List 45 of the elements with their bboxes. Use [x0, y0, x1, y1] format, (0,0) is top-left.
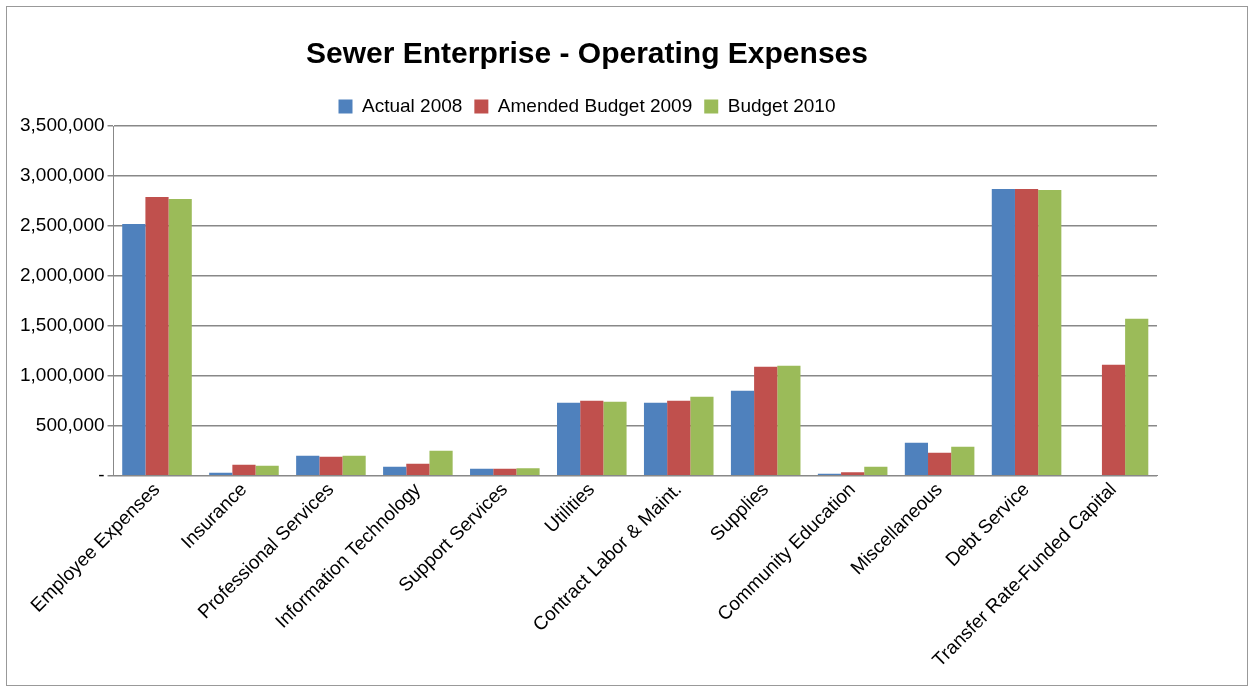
- y-tick-label: 2,500,000: [19, 214, 105, 236]
- bar: [406, 463, 430, 475]
- bar: [580, 400, 604, 475]
- bar: [754, 366, 778, 475]
- bar: [643, 402, 668, 475]
- bar: [1101, 364, 1126, 475]
- bar: [470, 468, 494, 475]
- bar: [493, 468, 517, 475]
- bar: [864, 466, 888, 475]
- bar: [516, 468, 540, 475]
- bar: [690, 396, 714, 475]
- bar: [255, 465, 279, 475]
- bar: [777, 365, 801, 475]
- bar: [145, 196, 169, 475]
- bar: [603, 401, 627, 475]
- bar: [383, 466, 407, 475]
- bar: [296, 455, 320, 475]
- chart-title: Sewer Enterprise - Operating Expenses: [306, 36, 868, 70]
- legend-label: Actual 2008: [362, 94, 463, 116]
- y-tick-label: 3,000,000: [19, 164, 105, 186]
- y-tick-label: 500,000: [35, 413, 105, 435]
- bar: [1038, 189, 1062, 475]
- bar: [841, 472, 865, 475]
- bar: [429, 450, 453, 475]
- bar: [557, 402, 581, 475]
- legend-label: Amended Budget 2009: [497, 94, 693, 116]
- bar: [122, 223, 146, 475]
- bar: [1125, 318, 1149, 475]
- bar: [928, 452, 952, 475]
- y-tick-label: 2,000,000: [19, 264, 105, 286]
- bar: [951, 446, 975, 475]
- y-tick-label: 1,000,000: [19, 363, 105, 385]
- bar: [319, 456, 343, 475]
- bar: [1014, 188, 1039, 475]
- bar: [730, 390, 755, 475]
- bar: [232, 464, 256, 475]
- y-tick-label: -: [98, 463, 105, 485]
- bar: [991, 188, 1015, 475]
- bar: [168, 198, 192, 475]
- legend-label: Budget 2010: [727, 94, 836, 116]
- bar: [667, 400, 691, 475]
- y-tick-label: 1,500,000: [19, 314, 105, 336]
- bar: [904, 442, 929, 475]
- y-tick-label: 3,500,000: [19, 114, 105, 136]
- bar: [342, 455, 366, 475]
